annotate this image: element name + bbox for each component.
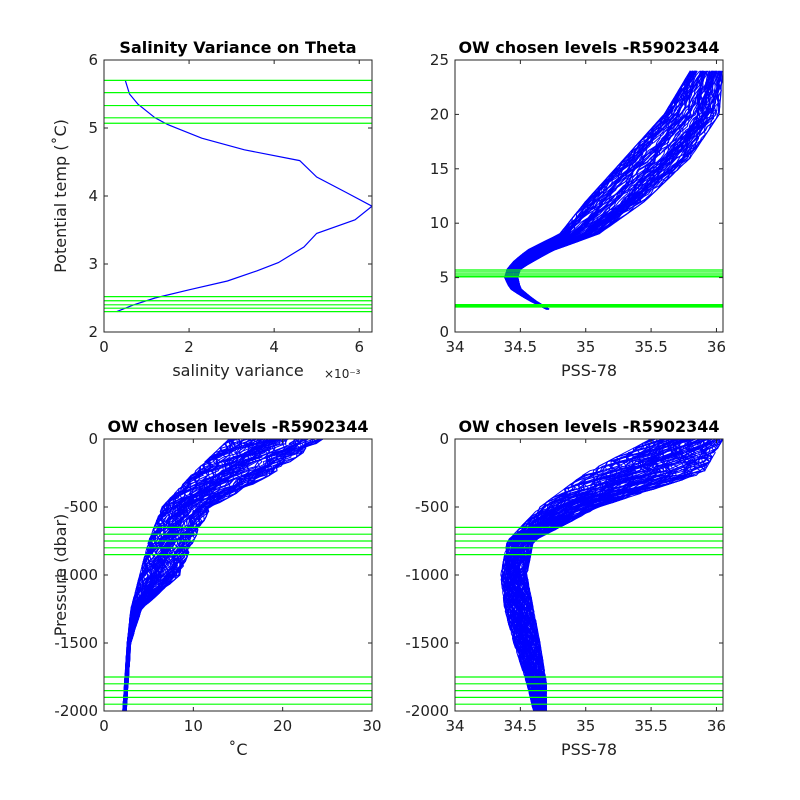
y-tick-label: 6 xyxy=(88,51,98,69)
x-tick-label: 6 xyxy=(354,338,364,356)
x-tick-label: 36 xyxy=(707,338,726,356)
profile-line xyxy=(519,439,708,711)
y-tick-label: -500 xyxy=(64,498,98,516)
y-tick-label: -1500 xyxy=(54,634,98,652)
x-tick-label: 34.5 xyxy=(504,717,537,735)
x-tick-label: 35 xyxy=(576,338,595,356)
plot-area xyxy=(104,79,372,313)
y-tick-label: -500 xyxy=(415,498,449,516)
profile-line xyxy=(500,439,652,711)
x-tick-label: 35.5 xyxy=(634,717,667,735)
x-tick-label: 30 xyxy=(362,717,381,735)
chart-panel-4: 34 34.5 35 35.5 36 -2000 -1500 -1000 -500 0 OW cho… xyxy=(405,417,726,759)
y-tick-label: 0 xyxy=(439,323,449,341)
profile-line xyxy=(523,439,723,711)
x-tick-label: 2 xyxy=(184,338,194,356)
y-tick-label: -1000 xyxy=(405,566,449,584)
y-tick-label: 20 xyxy=(430,105,449,123)
profile-line xyxy=(510,439,691,711)
chart-title: Salinity Variance on Theta xyxy=(119,38,356,57)
x-tick-label: 34 xyxy=(445,338,464,356)
profile-line xyxy=(522,439,721,711)
x-tick-label: 0 xyxy=(99,338,109,356)
chart-title: OW chosen levels -R5902344 xyxy=(107,417,368,436)
profile-line xyxy=(504,439,665,711)
chart-title: OW chosen levels -R5902344 xyxy=(458,38,719,57)
profile-line xyxy=(509,439,675,711)
profile-line xyxy=(125,439,314,711)
y-tick-label: 15 xyxy=(430,160,449,178)
x-tick-label: 35.5 xyxy=(634,338,667,356)
y-axis-label: Pressure (dbar) xyxy=(51,514,70,637)
plot-area xyxy=(455,439,723,711)
x-tick-label: 10 xyxy=(184,717,203,735)
profile-line xyxy=(123,439,282,711)
y-tick-label: 2 xyxy=(88,323,98,341)
y-axis-label: Potential temp (˚C) xyxy=(51,119,70,273)
y-tick-label: 25 xyxy=(430,51,449,69)
y-tick-label: 5 xyxy=(439,269,449,287)
x-tick-label: 34 xyxy=(445,717,464,735)
x-tick-label: 36 xyxy=(707,717,726,735)
y-tick-label: 0 xyxy=(88,430,98,448)
x-axis-label: PSS-78 xyxy=(561,361,617,380)
axes-box xyxy=(454,59,724,333)
y-tick-label: -2000 xyxy=(405,702,449,720)
y-tick-label: 10 xyxy=(430,214,449,232)
y-tick-label: 0 xyxy=(439,430,449,448)
profile-line xyxy=(512,439,686,711)
series-line xyxy=(116,80,372,313)
x-tick-label: 35 xyxy=(576,717,595,735)
y-tick-label: 4 xyxy=(88,187,98,205)
x-tick-label: 4 xyxy=(269,338,279,356)
profile-line xyxy=(517,439,702,711)
y-tick-label: -1500 xyxy=(405,634,449,652)
chart-title: OW chosen levels -R5902344 xyxy=(458,417,719,436)
x-axis-label: PSS-78 xyxy=(561,740,617,759)
profile-line xyxy=(516,439,705,711)
x-axis-label: salinity variance xyxy=(172,361,303,380)
y-tick-label: 5 xyxy=(88,119,98,137)
axes-box xyxy=(103,59,373,333)
y-tick-label: -1000 xyxy=(54,566,98,584)
x-tick-label: 0 xyxy=(99,717,109,735)
x-axis-label: ˚C xyxy=(228,740,247,759)
y-tick-label: 3 xyxy=(88,255,98,273)
x-axis-exponent: ×10⁻³ xyxy=(324,367,361,381)
x-tick-label: 20 xyxy=(273,717,292,735)
plot-area xyxy=(455,70,723,310)
plot-area xyxy=(104,439,372,711)
profile-line xyxy=(122,439,236,711)
chart-panel-2: 34 34.5 35 35.5 36 0 5 10 15 20 25 OW chosen levels… xyxy=(430,38,726,380)
y-tick-label: -2000 xyxy=(54,702,98,720)
x-tick-label: 34.5 xyxy=(504,338,537,356)
chart-panel-3: 0 10 20 30 -2000 -1500 -1000 -500 0 OW chosen lev… xyxy=(51,417,382,759)
